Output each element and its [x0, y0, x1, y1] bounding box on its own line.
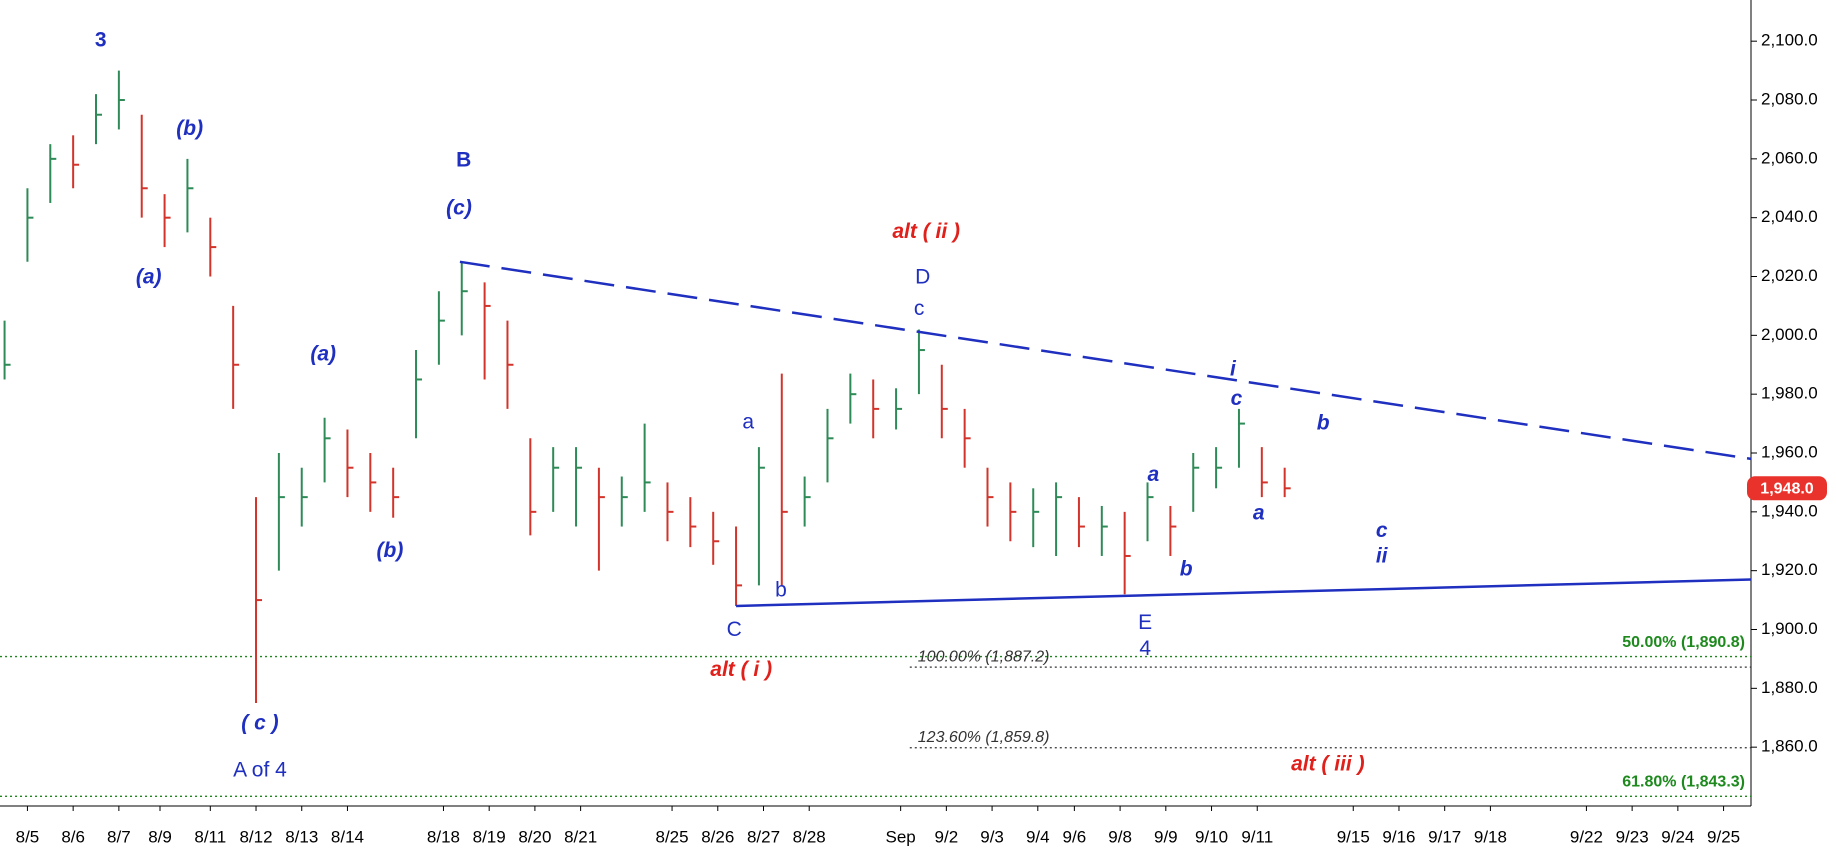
x-tick-label: 9/24 — [1661, 827, 1694, 846]
x-tick-label: 9/10 — [1195, 827, 1228, 846]
x-tick-label: 8/26 — [701, 827, 734, 846]
x-tick-label: 8/13 — [285, 827, 318, 846]
x-tick-label: 9/8 — [1108, 827, 1132, 846]
wave-label: (c) — [446, 197, 472, 220]
y-tick-label: 1,940.0 — [1761, 501, 1818, 520]
wave-label: c — [1231, 387, 1243, 410]
x-tick-label: 8/7 — [107, 827, 131, 846]
level-label: 100.00% (1,887.2) — [918, 648, 1050, 665]
wave-label: (a) — [136, 265, 162, 288]
wave-label: alt ( i ) — [710, 658, 772, 681]
x-tick-label: 8/14 — [331, 827, 364, 846]
wave-label: b — [775, 578, 787, 601]
trendline — [459, 260, 1752, 461]
y-tick-label: 2,000.0 — [1761, 325, 1818, 344]
wave-label: C — [727, 618, 742, 641]
y-tick-label: 2,100.0 — [1761, 31, 1818, 50]
wave-label: (b) — [176, 117, 203, 140]
x-tick-label: 9/18 — [1474, 827, 1507, 846]
x-tick-label: 8/20 — [518, 827, 551, 846]
x-tick-label: Sep — [886, 827, 916, 846]
wave-label: 3 — [95, 28, 107, 51]
y-tick-label: 1,860.0 — [1761, 737, 1818, 756]
x-tick-label: 9/23 — [1616, 827, 1649, 846]
wave-label: a — [1253, 501, 1265, 524]
wave-label: c — [1376, 519, 1388, 542]
wave-label: b — [1180, 557, 1193, 580]
trendline — [736, 578, 1752, 608]
x-tick-label: 8/27 — [747, 827, 780, 846]
y-tick-label: 2,080.0 — [1761, 89, 1818, 108]
x-tick-label: 8/28 — [793, 827, 826, 846]
wave-label: E — [1138, 611, 1152, 634]
x-tick-label: 9/3 — [980, 827, 1004, 846]
level-label: 61.80% (1,843.3) — [1622, 774, 1745, 791]
x-tick-label: 9/11 — [1241, 827, 1273, 846]
y-tick-label: 1,880.0 — [1761, 678, 1818, 697]
x-tick-label: 9/6 — [1063, 827, 1087, 846]
x-tick-label: 9/25 — [1707, 827, 1740, 846]
wave-label: ( c ) — [241, 712, 278, 735]
x-tick-label: 8/19 — [473, 827, 506, 846]
wave-label: alt ( ii ) — [892, 220, 960, 243]
x-tick-label: 8/21 — [564, 827, 597, 846]
wave-label: alt ( iii ) — [1291, 752, 1365, 775]
wave-label: b — [1317, 411, 1330, 434]
x-tick-label: 8/9 — [148, 827, 172, 846]
wave-label: c — [914, 297, 925, 320]
wave-label: (b) — [377, 539, 404, 562]
y-tick-label: 1,960.0 — [1761, 442, 1818, 461]
wave-label: i — [1230, 358, 1237, 381]
y-tick-label: 1,920.0 — [1761, 560, 1818, 579]
wave-label: 4 — [1139, 637, 1151, 660]
wave-label: A of 4 — [233, 758, 287, 781]
y-tick-label: 1,900.0 — [1761, 619, 1818, 638]
x-tick-label: 9/9 — [1154, 827, 1178, 846]
x-tick-label: 9/4 — [1026, 827, 1050, 846]
wave-label: B — [456, 149, 471, 172]
wave-label: D — [915, 265, 930, 288]
x-tick-label: 9/17 — [1428, 827, 1461, 846]
wave-label: a — [1148, 463, 1160, 486]
y-tick-label: 2,020.0 — [1761, 266, 1818, 285]
x-tick-label: 8/25 — [656, 827, 689, 846]
y-tick-label: 2,060.0 — [1761, 148, 1818, 167]
last-price-label: 1,948.0 — [1760, 481, 1813, 498]
level-label: 50.00% (1,890.8) — [1622, 634, 1745, 651]
x-tick-label: 9/16 — [1382, 827, 1415, 846]
wave-label: ii — [1376, 545, 1389, 568]
level-label: 123.60% (1,859.8) — [918, 729, 1050, 746]
wave-label: (a) — [310, 343, 336, 366]
x-tick-label: 8/12 — [239, 827, 272, 846]
x-tick-label: 9/15 — [1337, 827, 1370, 846]
y-tick-label: 1,980.0 — [1761, 384, 1818, 403]
x-tick-label: 9/22 — [1570, 827, 1603, 846]
x-tick-label: 8/11 — [194, 827, 226, 846]
x-tick-label: 8/6 — [61, 827, 85, 846]
x-tick-label: 8/18 — [427, 827, 460, 846]
x-tick-label: 8/5 — [16, 827, 40, 846]
y-tick-label: 2,040.0 — [1761, 207, 1818, 226]
wave-label: a — [742, 410, 754, 433]
x-tick-label: 9/2 — [935, 827, 959, 846]
last-price-box — [1747, 476, 1827, 501]
